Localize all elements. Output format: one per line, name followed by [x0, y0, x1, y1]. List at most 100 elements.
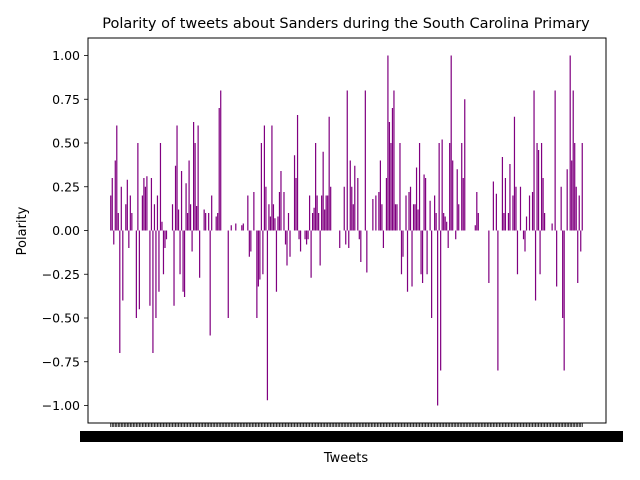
bar-125 [298, 230, 300, 240]
bar-261 [503, 213, 505, 231]
bar-24 [146, 176, 148, 231]
bar-136 [315, 143, 317, 231]
y-tick-label-5: −0.25 [42, 267, 80, 282]
bar-132 [308, 195, 311, 231]
bar-46 [179, 230, 181, 275]
y-tick-label-4: 0.00 [52, 223, 80, 238]
bar-32 [158, 230, 160, 292]
bar-133 [310, 230, 312, 278]
bar-260 [501, 157, 504, 231]
bar-58 [197, 125, 199, 231]
bar-4 [116, 125, 118, 231]
bar-31 [156, 195, 159, 231]
bar-313 [581, 143, 583, 231]
bar-310 [577, 230, 579, 283]
bar-174 [372, 199, 374, 231]
bar-186 [390, 143, 392, 231]
bar-63 [205, 213, 207, 231]
bar-44 [176, 125, 178, 231]
bar-14 [131, 213, 133, 231]
bar-145 [328, 116, 330, 231]
bar-198 [408, 192, 410, 231]
x-ticks-group [80, 423, 623, 442]
bar-88 [242, 223, 244, 231]
bar-283 [536, 143, 538, 231]
bar-169 [364, 90, 366, 231]
bar-235 [464, 99, 466, 231]
bar-230 [456, 169, 458, 231]
bar-156 [345, 230, 347, 245]
bar-35 [162, 230, 165, 275]
bar-100 [260, 143, 262, 231]
bar-202 [414, 204, 416, 231]
bar-78 [227, 230, 229, 318]
bar-71 [217, 213, 219, 231]
bar-139 [319, 230, 321, 266]
bar-270 [516, 230, 519, 275]
y-tick-label-8: −1.00 [42, 398, 80, 413]
bar-231 [458, 204, 460, 231]
bar-275 [524, 230, 526, 252]
bar-143 [325, 195, 327, 231]
bar-110 [275, 230, 278, 292]
bar-220 [441, 139, 443, 231]
bar-138 [318, 213, 320, 231]
bar-281 [533, 90, 535, 231]
bar-115 [283, 192, 285, 231]
bar-272 [519, 186, 522, 231]
bar-112 [278, 192, 281, 231]
bar-243 [476, 192, 478, 231]
bar-196 [405, 195, 407, 231]
bar-48 [182, 230, 184, 292]
bar-300 [562, 230, 564, 318]
bar-55 [193, 122, 195, 231]
bar-51 [186, 213, 189, 231]
plot-frame [87, 37, 607, 424]
bar-116 [284, 230, 287, 245]
bar-268 [513, 116, 516, 231]
bar-158 [348, 230, 350, 248]
bar-187 [391, 108, 394, 231]
bar-179 [379, 160, 381, 231]
bar-54 [191, 230, 193, 252]
bar-66 [209, 230, 211, 336]
bar-103 [265, 186, 267, 231]
bar-26 [149, 230, 151, 306]
bar-159 [349, 160, 351, 231]
bar-98 [257, 230, 259, 287]
bar-152 [339, 230, 341, 248]
bar-161 [352, 204, 354, 231]
bar-264 [507, 213, 510, 231]
bar-21 [141, 195, 143, 231]
bar-106 [269, 216, 272, 231]
bar-299 [560, 186, 562, 231]
bar-309 [575, 186, 577, 231]
bar-93 [250, 230, 252, 252]
bar-122 [293, 155, 296, 231]
bar-170 [366, 230, 368, 273]
bar-185 [388, 122, 391, 231]
bar-303 [566, 169, 568, 231]
bar-293 [551, 223, 553, 231]
x-tick-labels-overlap [80, 431, 623, 442]
bar-206 [420, 230, 422, 275]
bar-102 [263, 125, 266, 231]
bar-65 [208, 213, 210, 231]
bars-group [110, 55, 583, 406]
bar-212 [429, 200, 431, 231]
bar-135 [313, 207, 315, 231]
bar-36 [164, 230, 166, 248]
bar-97 [256, 230, 258, 318]
y-axis-group: 1.00 0.75 0.50 0.25 0.00 −0.25 −0.50 −0.75 −1.00 [42, 48, 88, 413]
bar-62 [203, 209, 205, 231]
bar-256 [495, 193, 497, 231]
bar-164 [357, 178, 359, 231]
y-axis-label: Polarity [15, 206, 30, 255]
bar-56 [194, 143, 196, 231]
bar-215 [434, 195, 436, 231]
bar-17 [135, 230, 137, 318]
bar-189 [394, 204, 397, 231]
bar-73 [220, 90, 222, 231]
bar-42 [173, 230, 175, 306]
bar-312 [580, 230, 582, 252]
